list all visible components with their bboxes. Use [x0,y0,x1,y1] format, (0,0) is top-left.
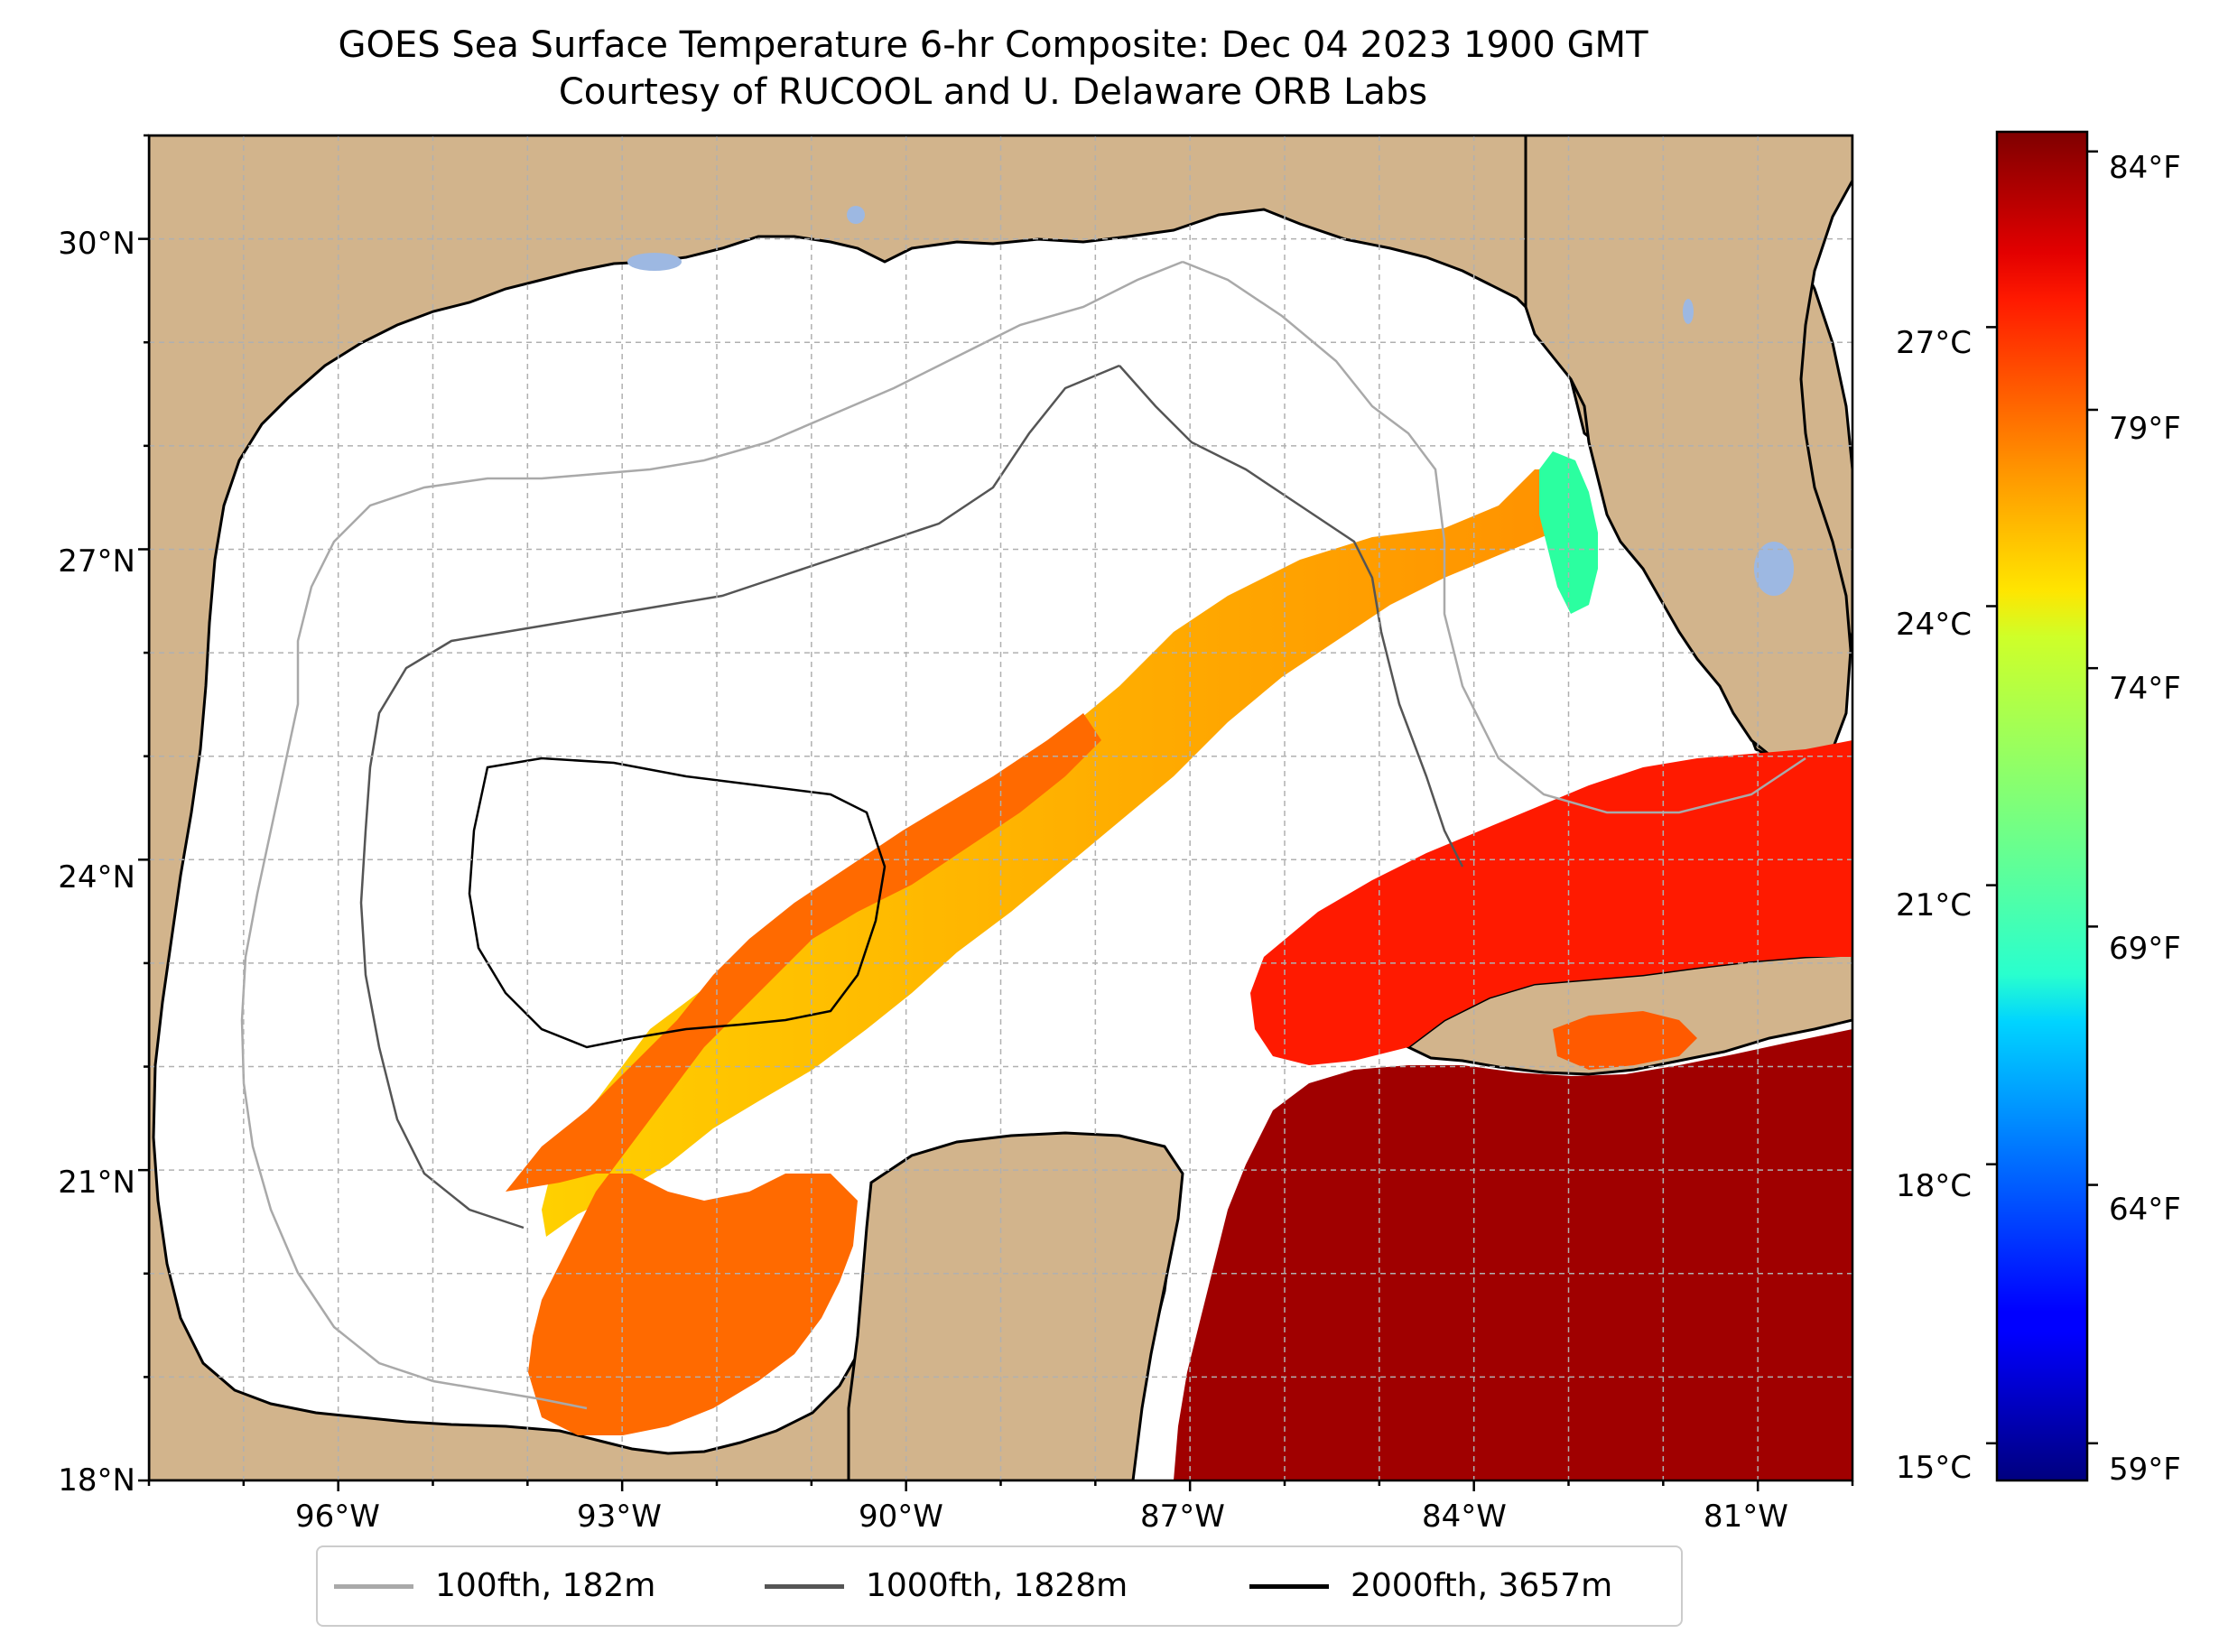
colorbar-fahrenheit-label-84: 84°F [2109,150,2181,186]
colorbar-celsius-label-27: 27°C [1896,325,1973,361]
lat-tick-label-21: 21°N [58,1165,135,1201]
legend-label-2000fth: 2000fth, 3657m [1351,1567,1613,1604]
lat-tick-label-27: 27°N [58,543,135,580]
sst-loop-current-band [542,469,1589,1237]
legend-label-100fth: 100fth, 182m [435,1567,656,1604]
legend-swatch-2000fth [1249,1583,1329,1589]
legend-label-1000fth: 1000fth, 1828m [866,1567,1128,1604]
colorbar-fahrenheit-label-74: 74°F [2109,671,2181,707]
land-florida [1524,135,1852,765]
contour-2000fth [468,756,887,1049]
contour-100fth [240,260,1184,1410]
lake-pontchartrain [627,253,682,271]
contour-100fth-east [1182,260,1806,814]
colorbar-fahrenheit-label-64: 64°F [2109,1192,2181,1228]
lon-tick-label-84w: 84°W [1422,1499,1507,1535]
colorbar-ticks [1986,150,2098,1445]
land-yucatan [847,1131,1184,1480]
legend-item-100fth: 100fth, 182m [334,1565,655,1607]
map-subtitle: Courtesy of RUCOOL and U. Delaware ORB L… [558,71,1428,113]
map-ticks [138,134,1854,1491]
lake-okeechobee [1754,542,1794,596]
colorbar-celsius-label-15: 15°C [1896,1450,1973,1486]
map-title: GOES Sea Surface Temperature 6-hr Compos… [338,24,1648,66]
colorbar-celsius-label-24: 24°C [1896,607,1973,643]
contour-1000fth [359,364,1120,1230]
sst-cuba-north-orange [1553,1011,1697,1070]
contour-1000fth-east [1119,365,1464,868]
lon-tick-label-93w: 93°W [577,1499,662,1535]
lon-tick-label-96w: 96°W [295,1499,380,1535]
lake-small-1 [847,206,865,224]
legend-item-2000fth: 2000fth, 3657m [1249,1565,1612,1607]
legend-item-1000fth: 1000fth, 1828m [765,1565,1128,1607]
lon-tick-label-90w: 90°W [859,1499,943,1535]
colorbar-celsius-label-18: 18°C [1896,1168,1973,1204]
colorbar-fahrenheit-label-79: 79°F [2109,411,2181,447]
lon-tick-label-87w: 87°W [1140,1499,1225,1535]
lat-tick-label-18: 18°N [58,1462,135,1499]
sst-caribbean [1174,1029,1852,1480]
lat-tick-label-30: 30°N [58,226,135,262]
sst-west-orange [506,713,1101,1435]
legend: 100fth, 182m 1000fth, 1828m 2000fth, 365… [316,1545,1683,1627]
colorbar-fahrenheit-label-69: 69°F [2109,931,2181,967]
colorbar-fahrenheit-label-59: 59°F [2109,1452,2181,1488]
legend-swatch-100fth [334,1583,413,1589]
colorbar [1995,130,2089,1482]
lake-small-2 [1683,299,1694,324]
lon-tick-label-81w: 81°W [1704,1499,1788,1535]
legend-swatch-1000fth [765,1583,844,1589]
colorbar-celsius-label-21: 21°C [1896,887,1973,923]
lat-tick-label-24: 24°N [58,859,135,896]
sst-florida-current [1250,740,1852,1065]
map-layers [149,135,1852,1480]
